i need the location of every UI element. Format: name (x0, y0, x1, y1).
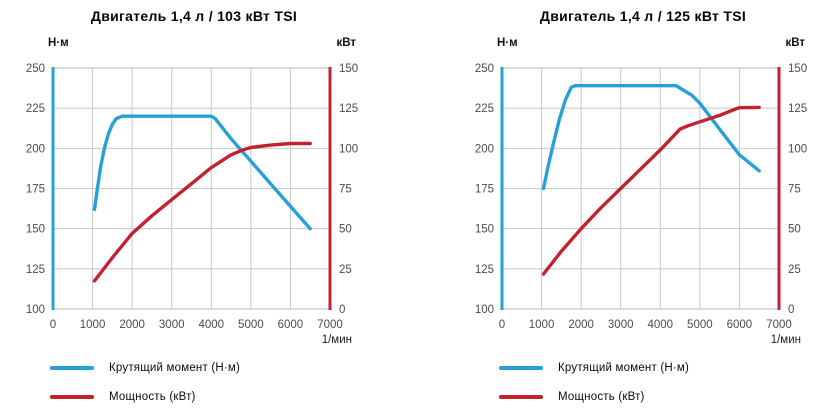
left-axis-tick-label: 200 (475, 143, 494, 155)
right-axis-tick-label: 50 (339, 224, 352, 236)
x-axis-unit-label: 1/мин (771, 334, 801, 346)
left-axis-tick-label: 225 (475, 103, 494, 115)
chart-legend: Крутящий момент (Н·м) Мощность (кВт) (50, 360, 380, 405)
power-curve (541, 105, 761, 276)
legend-row-power: Мощность (кВт) (50, 389, 380, 405)
torque-line-swatch (50, 366, 94, 370)
left-axis-tick-label: 175 (26, 184, 45, 196)
left-axis-tick-label: 100 (475, 304, 494, 316)
left-axis-tick-label: 250 (26, 63, 45, 75)
x-axis-tick-label: 7000 (766, 319, 792, 331)
torque-line-swatch (499, 366, 543, 370)
power-curve (92, 141, 312, 283)
power-line-swatch (499, 395, 543, 399)
left-axis-tick-label: 125 (475, 264, 494, 276)
torque-curve (92, 114, 312, 231)
left-axis-unit: Н·м (497, 37, 518, 49)
chart-title: Двигатель 1,4 л / 125 кВт TSI (539, 8, 747, 24)
right-axis-tick-label: 25 (788, 264, 801, 276)
right-axis-tick-label: 100 (339, 143, 358, 155)
torque-legend-label: Крутящий момент (Н·м) (109, 362, 241, 374)
left-axis-tick-label: 150 (26, 224, 45, 236)
x-axis-tick-label: 1000 (80, 319, 106, 331)
right-axis-tick-label: 125 (339, 103, 358, 115)
axis-units-row: Н·м кВт (457, 37, 818, 51)
left-axis-tick-label: 225 (26, 103, 45, 115)
right-axis-tick-label: 0 (339, 304, 345, 316)
legend-row-torque: Крутящий момент (Н·м) (499, 360, 818, 376)
right-axis-tick-label: 150 (788, 63, 807, 75)
right-axis-unit: кВт (336, 37, 356, 49)
x-axis-tick-label: 6000 (727, 319, 753, 331)
x-axis-tick-label: 0 (50, 319, 56, 331)
x-axis-tick-label: 5000 (238, 319, 264, 331)
torque-curve (541, 84, 761, 191)
x-axis-tick-label: 2000 (119, 319, 145, 331)
right-axis-tick-label: 25 (339, 264, 352, 276)
right-axis-tick-label: 0 (788, 304, 794, 316)
power-legend-label: Мощность (кВт) (109, 391, 196, 403)
engine-chart-103kw: Двигатель 1,4 л / 103 кВт TSI Н·м кВт 25… (8, 0, 380, 418)
legend-row-power: Мощность (кВт) (499, 389, 818, 405)
right-axis-tick-label: 75 (788, 184, 801, 196)
x-axis-tick-label: 4000 (647, 319, 673, 331)
left-axis-tick-label: 150 (475, 224, 494, 236)
chart-legend: Крутящий момент (Н·м) Мощность (кВт) (499, 360, 818, 405)
torque-legend-label: Крутящий момент (Н·м) (558, 362, 690, 374)
x-axis-tick-label: 2000 (568, 319, 594, 331)
x-axis-tick-label: 7000 (317, 319, 343, 331)
left-axis-tick-label: 250 (475, 63, 494, 75)
right-axis-unit: кВт (785, 37, 805, 49)
left-axis-tick-label: 175 (475, 184, 494, 196)
engine-chart-125kw: Двигатель 1,4 л / 125 кВт TSI Н·м кВт 25… (457, 0, 818, 418)
left-axis-tick-label: 200 (26, 143, 45, 155)
x-axis-tick-label: 4000 (198, 319, 224, 331)
right-axis-tick-label: 125 (788, 103, 807, 115)
x-axis-tick-label: 0 (499, 319, 505, 331)
axis-units-row: Н·м кВт (8, 37, 380, 51)
chart-title: Двигатель 1,4 л / 103 кВт TSI (90, 8, 298, 24)
x-axis-tick-label: 1000 (529, 319, 555, 331)
left-axis-tick-label: 125 (26, 264, 45, 276)
right-axis-tick-label: 150 (339, 63, 358, 75)
right-axis-tick-label: 75 (339, 184, 352, 196)
x-axis-tick-label: 5000 (687, 319, 713, 331)
legend-row-torque: Крутящий момент (Н·м) (50, 360, 380, 376)
right-axis-tick-label: 50 (788, 224, 801, 236)
right-axis-tick-label: 100 (788, 143, 807, 155)
left-axis-tick-label: 100 (26, 304, 45, 316)
x-axis-tick-label: 3000 (159, 319, 185, 331)
x-axis-unit-label: 1/мин (322, 334, 352, 346)
x-axis-tick-label: 6000 (278, 319, 304, 331)
power-line-swatch (50, 395, 94, 399)
power-legend-label: Мощность (кВт) (558, 391, 645, 403)
x-axis-tick-label: 3000 (608, 319, 634, 331)
left-axis-unit: Н·м (48, 37, 69, 49)
